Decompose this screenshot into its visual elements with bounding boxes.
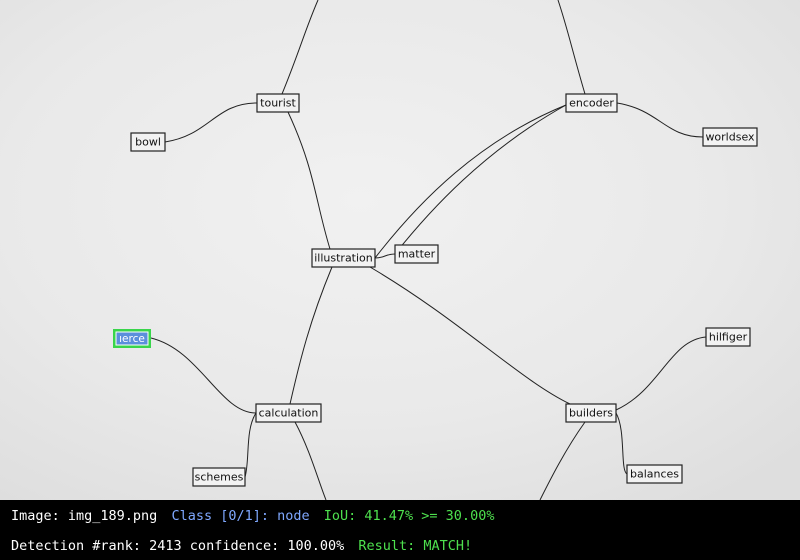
node: worldsex <box>702 127 758 147</box>
edge <box>557 0 586 95</box>
edge <box>150 337 257 414</box>
edge <box>369 266 571 405</box>
node-label: matter <box>398 248 436 261</box>
node-label: builders <box>569 407 613 420</box>
status-class: Class [0/1]: node <box>171 508 309 524</box>
status-line: Image: img_189.png Class [0/1]: node IoU… <box>11 508 494 524</box>
edges <box>150 0 707 501</box>
node-label: encoder <box>569 97 614 110</box>
edge <box>539 421 586 501</box>
edge <box>374 104 567 259</box>
status-result: Result: MATCH! <box>358 538 472 554</box>
edge <box>294 421 327 501</box>
node-label: balances <box>630 468 679 481</box>
node: calculation <box>255 403 322 423</box>
node-label: hilfiger <box>709 331 748 344</box>
node: balances <box>626 464 683 484</box>
edge <box>615 336 707 411</box>
node-label: tourist <box>260 97 296 110</box>
node-box <box>115 331 149 346</box>
node-label: ıerce <box>119 333 145 345</box>
node-label: calculation <box>259 407 319 420</box>
node: bowl <box>130 132 166 152</box>
node-label: schemes <box>195 471 244 484</box>
node: matter <box>394 244 439 264</box>
edge <box>244 412 257 478</box>
status-iou: IoU: 41.47% >= 30.00% <box>324 508 495 524</box>
node: tourist <box>256 93 300 113</box>
status-image: Image: img_189.png <box>11 508 157 524</box>
edge <box>289 266 333 405</box>
node-label: illustration <box>314 252 373 265</box>
detected-node: ıerce <box>113 329 151 348</box>
node: schemes <box>192 467 246 487</box>
node: hilfiger <box>705 327 751 347</box>
edge <box>374 253 396 259</box>
edge <box>164 102 258 143</box>
status-detection: Detection #rank: 2413 confidence: 100.00… <box>11 538 344 554</box>
status-line: Detection #rank: 2413 confidence: 100.00… <box>11 538 472 554</box>
edge <box>615 412 628 475</box>
node-label: bowl <box>135 136 161 149</box>
edge <box>287 111 331 250</box>
edge <box>616 102 704 138</box>
node-label: worldsex <box>705 131 755 144</box>
node: illustration <box>311 248 376 268</box>
node: encoder <box>565 93 618 113</box>
edge <box>394 104 567 255</box>
node: builders <box>565 403 617 423</box>
nodes: tourist encoder bowl worldsex illustrati… <box>113 93 758 487</box>
status-bar <box>0 500 800 560</box>
edge <box>281 0 319 95</box>
